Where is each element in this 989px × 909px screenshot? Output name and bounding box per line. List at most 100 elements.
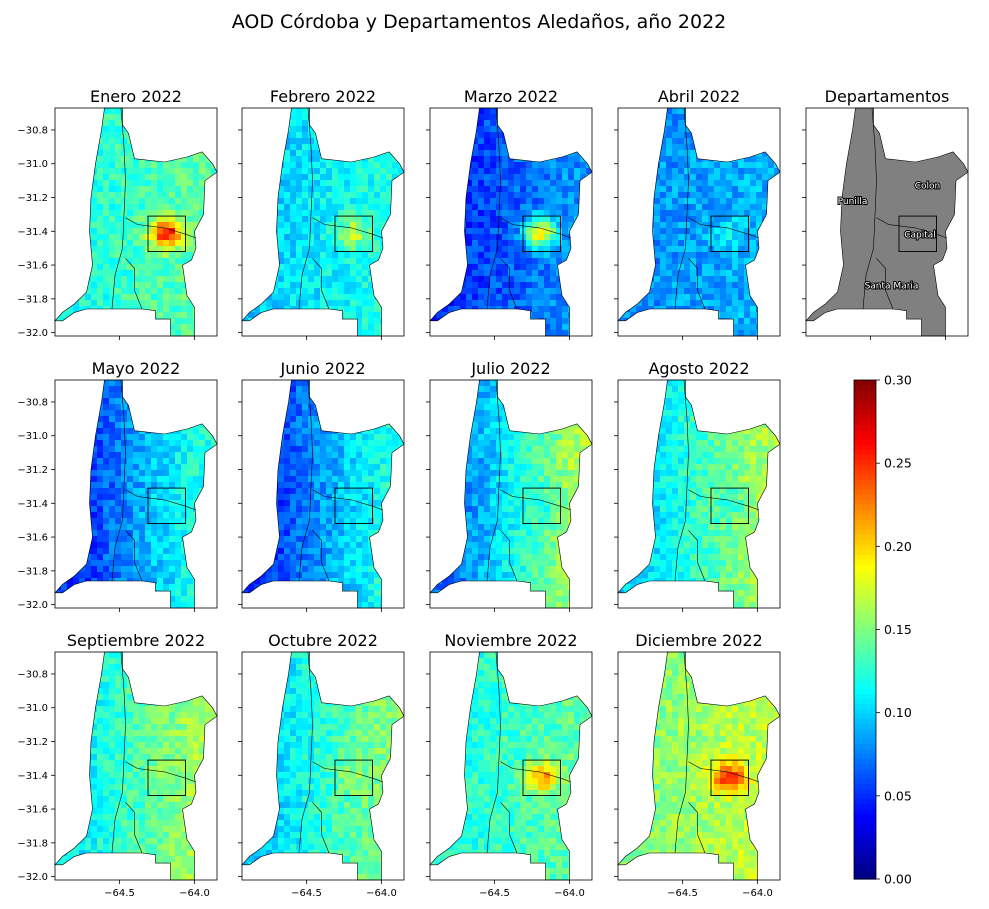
aod-cell — [332, 138, 339, 145]
aod-cell — [478, 288, 485, 295]
aod-cell — [368, 114, 375, 121]
aod-cell — [708, 264, 715, 271]
aod-cell — [744, 198, 751, 205]
aod-cell — [175, 470, 182, 477]
aod-cell — [211, 494, 217, 501]
aod-cell — [332, 264, 339, 271]
aod-cell — [344, 198, 351, 205]
aod-cell — [121, 126, 128, 133]
department-boundary — [674, 107, 689, 310]
aod-cell — [314, 300, 321, 307]
aod-cell — [654, 204, 661, 211]
aod-cell — [320, 300, 327, 307]
aod-cell — [386, 180, 393, 187]
aod-cell — [175, 294, 182, 301]
aod-cell — [624, 282, 631, 289]
aod-cell — [175, 264, 182, 271]
aod-cell — [272, 156, 279, 163]
aod-cell — [296, 126, 303, 133]
aod-cell — [362, 138, 369, 145]
aod-cell — [181, 120, 188, 127]
aod-cell — [181, 114, 188, 121]
aod-cell — [538, 300, 545, 307]
aod-cell — [580, 252, 587, 259]
aod-cell — [586, 288, 592, 295]
aod-cell — [624, 168, 631, 175]
aod-cell — [181, 210, 188, 217]
aod-cell — [768, 282, 775, 289]
aod-cell — [157, 524, 164, 531]
aod-cell — [666, 246, 673, 253]
aod-cell — [520, 198, 527, 205]
aod-cell — [272, 228, 279, 235]
aod-cell — [97, 270, 104, 277]
aod-cell — [61, 416, 68, 423]
aod-cell — [490, 282, 497, 289]
aod-cell — [205, 222, 212, 229]
aod-cell — [624, 186, 631, 193]
aod-cell — [624, 330, 631, 336]
aod-cell — [296, 282, 303, 289]
aod-cell — [502, 144, 509, 151]
aod-cell — [79, 282, 86, 289]
aod-cell — [514, 210, 521, 217]
aod-cell — [574, 324, 581, 331]
aod-cell — [618, 108, 625, 115]
aod-cell — [448, 192, 455, 199]
aod-cell — [672, 174, 679, 181]
aod-cell — [133, 204, 140, 211]
aod-cell — [714, 108, 721, 115]
aod-cell — [67, 330, 74, 336]
aod-cell — [193, 476, 200, 483]
aod-cell — [502, 186, 509, 193]
aod-cell — [660, 234, 667, 241]
aod-cell — [187, 482, 194, 489]
aod-cell — [79, 120, 86, 127]
aod-cell — [193, 126, 200, 133]
aod-cell — [684, 162, 691, 169]
aod-cell — [672, 324, 679, 331]
aod-cell — [630, 222, 637, 229]
aod-cell — [67, 318, 74, 325]
aod-cell — [442, 198, 449, 205]
aod-cell — [484, 144, 491, 151]
aod-cell — [151, 204, 158, 211]
aod-cell — [181, 464, 188, 471]
aod-cell — [568, 114, 575, 121]
aod-cell — [484, 198, 491, 205]
aod-cell — [199, 458, 206, 465]
aod-cell — [392, 306, 399, 313]
aod-cell — [211, 530, 217, 537]
aod-cell — [672, 318, 679, 325]
aod-cell — [296, 204, 303, 211]
aod-cell — [272, 330, 279, 336]
aod-cell — [586, 138, 592, 145]
aod-cell — [368, 132, 375, 139]
aod-cell — [738, 204, 745, 211]
aod-cell — [284, 126, 291, 133]
aod-cell — [586, 144, 592, 151]
aod-cell — [544, 180, 551, 187]
aod-cell — [732, 270, 739, 277]
aod-cell — [205, 482, 212, 489]
aod-cell — [436, 132, 443, 139]
aod-cell — [344, 324, 351, 331]
aod-cell — [442, 324, 449, 331]
aod-cell — [199, 288, 206, 295]
aod-cell — [532, 174, 539, 181]
aod-cell — [85, 422, 92, 429]
aod-cell — [278, 270, 285, 277]
aod-cell — [586, 114, 592, 121]
aod-cell — [508, 168, 515, 175]
aod-cell — [127, 464, 134, 471]
aod-cell — [380, 276, 387, 283]
aod-cell — [338, 270, 345, 277]
aod-cell — [502, 270, 509, 277]
aod-cell — [526, 120, 533, 127]
aod-cell — [490, 240, 497, 247]
aod-cell — [133, 488, 140, 495]
aod-cell — [320, 234, 327, 241]
aod-cell — [484, 246, 491, 253]
aod-cell — [720, 198, 727, 205]
aod-panel: Febrero 2022 — [238, 87, 405, 340]
